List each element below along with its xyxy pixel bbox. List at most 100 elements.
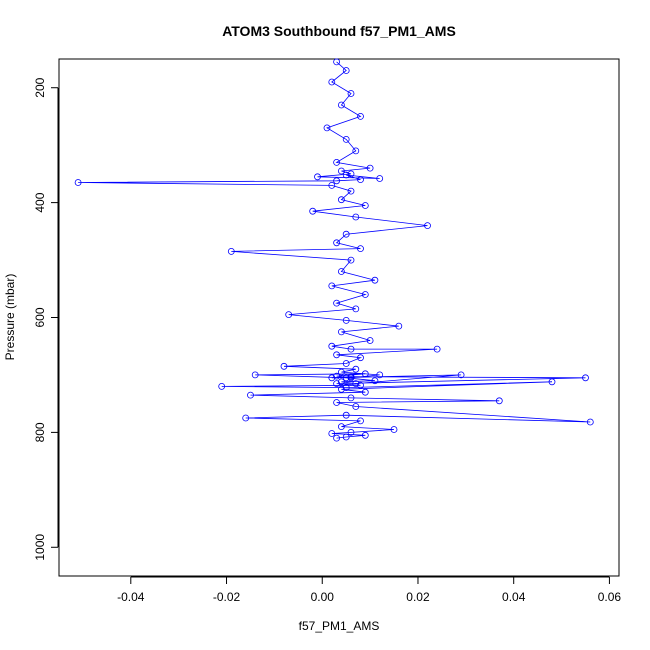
data-point: [227, 247, 235, 255]
data-point: [251, 371, 259, 379]
data-point: [74, 179, 82, 186]
y-tick-label: 200: [33, 77, 47, 97]
data-point: [357, 245, 364, 253]
data-point: [333, 399, 341, 406]
data-point: [242, 414, 250, 422]
y-axis: 200 400 600 800 1000: [33, 77, 59, 561]
data-point: [333, 380, 341, 388]
data-point: [342, 433, 350, 441]
data-point: [337, 101, 345, 109]
data-point: [342, 360, 350, 367]
data-point: [352, 380, 360, 388]
data-point: [433, 345, 441, 353]
data-point: [371, 377, 379, 385]
data-point: [390, 426, 398, 433]
data-point: [337, 328, 345, 336]
data-point: [333, 177, 341, 185]
y-tick-label: 800: [33, 422, 47, 442]
chart-title: ATOM3 Southbound f57_PM1_AMS: [222, 23, 456, 39]
data-point: [357, 417, 364, 425]
data-point: [582, 374, 589, 382]
data-point: [347, 428, 355, 436]
y-axis-label: Pressure (mbar): [3, 274, 17, 361]
data-point: [347, 373, 355, 381]
x-tick-label: 0.02: [406, 590, 430, 604]
data-point: [218, 382, 226, 390]
y-tick-label: 1000: [33, 534, 47, 561]
data-point: [347, 345, 355, 353]
data-point: [342, 171, 350, 179]
data-point: [352, 365, 360, 373]
data-point: [337, 385, 345, 393]
data-point: [361, 431, 369, 439]
x-axis: -0.04 -0.02 0.00 0.02 0.04 0.06: [117, 576, 622, 604]
data-point: [352, 305, 360, 313]
data-point: [352, 403, 360, 410]
data-point: [247, 391, 254, 399]
y-tick-label: 600: [33, 307, 47, 327]
data-point: [376, 175, 384, 182]
data-point: [357, 354, 364, 362]
data-point: [333, 58, 341, 66]
data-point: [371, 276, 379, 284]
data-point: [347, 256, 355, 264]
x-tick-label: 0.06: [598, 590, 622, 604]
x-tick-label: -0.02: [213, 590, 241, 604]
data-point: [357, 176, 364, 184]
data-point: [361, 291, 369, 298]
data-point: [342, 230, 350, 238]
series-line: [78, 61, 591, 439]
x-tick-label: -0.04: [117, 590, 145, 604]
data-point: [424, 222, 431, 230]
data-point: [309, 207, 317, 215]
data-point: [314, 173, 321, 181]
data-point: [337, 378, 345, 386]
data-point: [328, 78, 336, 86]
data-point: [342, 316, 350, 324]
data-point: [342, 67, 350, 74]
data-point: [328, 342, 336, 350]
x-tick-label: 0.00: [311, 590, 335, 604]
data-point: [352, 213, 360, 221]
y-tick-label: 400: [33, 192, 47, 212]
data-point: [337, 167, 345, 175]
data-point: [495, 397, 503, 405]
data-point: [357, 113, 364, 120]
data-point: [352, 147, 360, 155]
data-point: [280, 362, 288, 370]
data-point: [347, 394, 355, 402]
data-point: [337, 196, 345, 204]
data-point: [337, 423, 345, 431]
x-axis-label: f57_PM1_AMS: [299, 619, 380, 633]
data-point: [347, 170, 355, 178]
data-point: [361, 202, 369, 209]
data-point: [337, 268, 345, 275]
data-point: [342, 384, 350, 392]
data-point: [328, 374, 336, 382]
data-point: [342, 411, 350, 419]
data-point: [347, 187, 355, 195]
data-point: [366, 337, 374, 344]
data-point: [366, 164, 374, 172]
data-point: [361, 370, 369, 378]
data-point: [333, 372, 341, 380]
data-layer: [74, 58, 594, 442]
data-point: [333, 299, 341, 307]
data-point: [395, 322, 403, 330]
data-point: [328, 282, 336, 290]
data-point: [342, 374, 350, 382]
data-point: [333, 239, 341, 247]
data-point: [333, 434, 341, 442]
data-point: [347, 90, 355, 97]
data-point: [361, 388, 369, 396]
data-point: [285, 311, 293, 319]
data-point: [342, 135, 350, 143]
data-point: [333, 158, 341, 166]
x-tick-label: 0.04: [502, 590, 526, 604]
plot-frame: [58, 58, 620, 577]
data-point: [337, 368, 345, 376]
data-point: [328, 430, 336, 437]
data-point: [323, 124, 331, 132]
data-point: [548, 378, 556, 386]
